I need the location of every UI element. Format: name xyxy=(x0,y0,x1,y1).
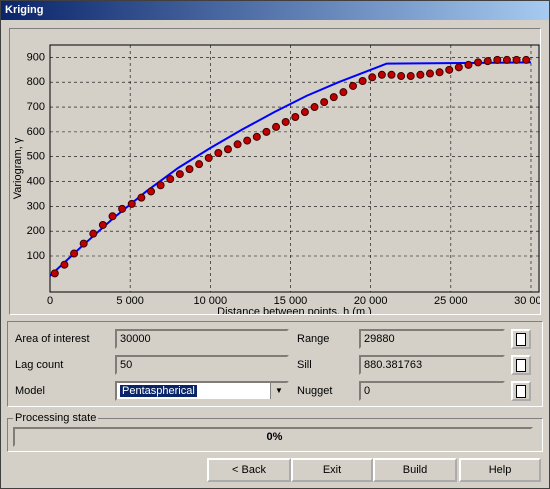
data-point xyxy=(349,81,358,90)
data-point xyxy=(310,103,319,112)
data-point xyxy=(137,193,146,202)
label: Model xyxy=(15,385,45,397)
data-point xyxy=(79,239,88,248)
y-tick-label: 600 xyxy=(27,126,45,138)
text-field[interactable]: 50 xyxy=(115,355,289,375)
y-tick-label: 100 xyxy=(27,250,45,262)
group-title: Processing state xyxy=(13,412,99,424)
data-point xyxy=(454,63,463,72)
data-point xyxy=(502,55,511,64)
progress-bar: 0% xyxy=(13,427,533,447)
build-button[interactable]: Build xyxy=(373,458,457,482)
y-axis-label: Variogram, γ xyxy=(12,137,24,199)
chart-panel: 100 200 300 400 500 600 700 800 900 0 5 000 10 000 1… xyxy=(9,28,548,318)
y-tick-label: 200 xyxy=(27,225,45,237)
data-point xyxy=(127,199,136,208)
data-point xyxy=(223,145,232,154)
data-point xyxy=(118,204,127,213)
y-tick-label: 300 xyxy=(27,200,45,212)
x-tick-label: 25 000 xyxy=(434,295,468,307)
dropdown[interactable]: Pentaspherical ▼ xyxy=(115,381,289,401)
x-axis-label: Distance between points, h (m.) xyxy=(217,306,372,314)
back-button[interactable]: < Back xyxy=(207,458,291,482)
exit-button[interactable]: Exit xyxy=(291,458,373,482)
y-tick-label: 500 xyxy=(27,151,45,163)
data-point xyxy=(522,55,531,64)
plot-area xyxy=(49,44,540,293)
x-tick-label: 5 000 xyxy=(116,295,144,307)
data-point xyxy=(175,170,184,179)
data-point xyxy=(425,69,434,78)
data-point xyxy=(108,212,117,221)
data-point xyxy=(166,175,175,184)
data-point xyxy=(300,108,309,117)
help-button[interactable]: Help xyxy=(459,458,541,482)
data-point xyxy=(185,165,194,174)
data-point xyxy=(156,181,165,190)
data-point xyxy=(204,153,213,162)
data-point xyxy=(474,58,483,67)
data-point xyxy=(195,160,204,169)
data-point xyxy=(252,132,261,141)
title-bar: Kriging xyxy=(1,1,549,20)
data-point xyxy=(291,112,300,121)
text-field[interactable]: 0 xyxy=(359,381,505,401)
x-tick-label: 0 xyxy=(47,295,53,307)
data-point xyxy=(281,117,290,126)
label: Area of interest xyxy=(15,333,90,345)
data-point xyxy=(233,140,242,149)
data-point xyxy=(272,122,281,131)
label: Lag count xyxy=(15,359,64,371)
calculator-button[interactable] xyxy=(511,329,531,349)
label: Nugget xyxy=(297,385,333,397)
data-point xyxy=(60,260,69,269)
data-point xyxy=(339,88,348,97)
y-tick-label: 800 xyxy=(27,76,45,88)
data-point xyxy=(512,55,521,64)
data-point xyxy=(397,72,406,81)
y-tick-label: 700 xyxy=(27,101,45,113)
data-point xyxy=(89,229,98,238)
data-point xyxy=(70,249,79,258)
text-field[interactable]: 29880 xyxy=(359,329,505,349)
data-point xyxy=(368,73,377,82)
data-point xyxy=(98,220,107,229)
data-point xyxy=(416,70,425,79)
label: Sill xyxy=(297,359,312,371)
data-point xyxy=(464,60,473,69)
dropdown-value: Pentaspherical xyxy=(120,385,197,397)
progress-group xyxy=(7,418,543,452)
calculator-button[interactable] xyxy=(511,355,531,375)
text-field[interactable]: 880.381763 xyxy=(359,355,505,375)
calculator-button[interactable] xyxy=(511,381,531,401)
y-tick-label: 400 xyxy=(27,175,45,187)
data-point xyxy=(320,98,329,107)
data-point xyxy=(493,55,502,64)
parameters-panel xyxy=(7,321,543,407)
data-point xyxy=(406,72,415,81)
data-point xyxy=(243,136,252,145)
text-field[interactable]: 30000 xyxy=(115,329,289,349)
data-point xyxy=(387,70,396,79)
x-tick-label: 10 000 xyxy=(193,295,227,307)
data-point xyxy=(262,127,271,136)
data-point xyxy=(50,269,59,278)
x-tick-label: 20 000 xyxy=(354,295,388,307)
label: Range xyxy=(297,333,330,345)
data-point xyxy=(377,70,386,79)
data-point xyxy=(483,57,492,66)
data-point xyxy=(214,148,223,157)
data-point xyxy=(445,65,454,74)
data-point xyxy=(147,187,156,196)
dropdown-arrow[interactable]: ▼ xyxy=(270,383,287,399)
data-point xyxy=(329,93,338,102)
chart: 100 200 300 400 500 600 700 800 900 0 5 000 10 000 1… xyxy=(12,44,548,318)
data-point xyxy=(435,68,444,77)
x-tick-label: 30 000 xyxy=(514,295,540,307)
x-tick-label: 15 000 xyxy=(274,295,308,307)
data-point xyxy=(358,76,367,85)
y-tick-label: 900 xyxy=(27,51,45,63)
